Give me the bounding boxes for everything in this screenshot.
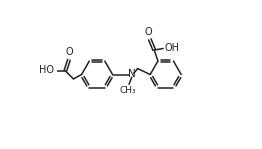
- Text: O: O: [66, 47, 74, 57]
- Text: O: O: [145, 27, 152, 37]
- Text: OH: OH: [164, 43, 179, 53]
- Text: N: N: [128, 69, 136, 79]
- Text: HO: HO: [39, 65, 54, 75]
- Text: CH₃: CH₃: [119, 86, 136, 95]
